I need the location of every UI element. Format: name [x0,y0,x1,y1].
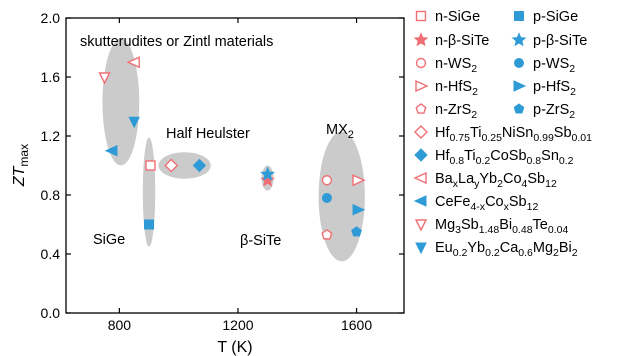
y-tick-label: 0.4 [41,246,61,262]
legend-label-n-ws2: n-WS2 [435,56,477,75]
legend-label-p-site: p-β-SiTe [533,33,587,49]
plot-frame [65,17,405,314]
point-baxlayyb2co4sb12 [126,56,140,69]
annotation-mx2: MX2 [326,122,354,141]
x-tick-label: 800 [108,317,132,333]
annotation-skutterudites: skutterudites or Zintl materials [80,34,273,50]
legend-marker-hf0-8ti0-2cosb0-8sn0-2 [414,148,428,162]
annotation-half-heusler: Half Heulster [166,126,250,142]
point-n-ws2 [321,175,333,186]
legend-marker-n-sige [415,10,427,22]
legend-marker-hf0-75ti0-25nisn0-99sb0-01 [414,125,428,139]
legend-marker-mg3sb1-48bi0-48te0-04 [414,219,428,232]
group-region-skutterudites [102,38,140,166]
legend-marker-p-hfs2 [513,80,527,92]
point-hf0-8ti0-2cosb0-8sn0-2 [192,158,207,173]
x-tick-label: 1200 [222,317,253,333]
legend-label-hf0-8ti0-2cosb0-8sn0-2: Hf0.8Ti0.2CoSb0.8Sn0.2 [435,148,574,167]
legend-label-baxlayyb2co4sb12: BaxLayYb2Co4Sb12 [435,171,557,190]
legend-label-n-hfs2: n-HfS2 [435,79,478,98]
legend-label-p-hfs2: p-HfS2 [533,79,576,98]
legend-label-eu0-2yb0-2ca0-6mg2bi2: Eu0.2Yb0.2Ca0.6Mg2Bi2 [435,240,578,259]
point-p-zrs2 [351,226,362,237]
legend-marker-n-ws2 [415,57,427,69]
point-p-sige [144,219,155,230]
legend-label-n-site: n-β-SiTe [435,33,489,49]
point-mg3sb1-48bi0-48te0-04 [98,72,111,85]
legend-label-p-sige: p-SiGe [533,9,578,25]
point-n-hfs2 [352,174,366,187]
legend-marker-cefe4-xcoxsb12 [413,195,427,207]
legend-label-p-ws2: p-WS2 [533,56,575,75]
point-cefe4-xcoxsb12 [104,144,118,157]
legend-label-n-sige: n-SiGe [435,9,480,25]
y-tick-label: 0.0 [41,305,61,321]
annotation-sige: SiGe [93,232,125,248]
legend-label-n-zrs2: n-ZrS2 [435,102,477,121]
legend-marker-p-ws2 [514,58,524,68]
legend-label-mg3sb1-48bi0-48te0-04: Mg3Sb1.48Bi0.48Te0.04 [435,217,568,236]
point-p-hfs2 [352,203,366,216]
group-region-sige [142,137,156,247]
legend-marker-p-site [511,32,527,47]
x-tick-label: 1600 [341,317,372,333]
data-points [98,56,366,240]
x-axis-title: T (K) [217,339,252,356]
annotations: skutterudites or Zintl materials Half He… [80,34,354,249]
legend-label-hf0-75ti0-25nisn0-99sb0-01: Hf0.75Ti0.25NiSn0.99Sb0.01 [435,125,592,144]
legend-label-cefe4-xcoxsb12: CeFe4-xCoxSb12 [435,194,538,213]
y-tick-label: 0.8 [41,187,61,203]
legend-marker-baxlayyb2co4sb12 [413,171,427,185]
legend-label-p-zrs2: p-ZrS2 [533,102,575,121]
material-group-regions [102,38,365,262]
legend-marker-eu0-2yb0-2ca0-6mg2bi2 [415,242,427,255]
y-axis-title: ZTmax [11,144,31,187]
annotation-beta-site: β-SiTe [240,233,281,249]
legend: n-SiGe p-SiGe n-β-SiTe p-β-SiTe n-WS2 p-WS2 n-… [413,9,592,259]
legend-marker-n-site [413,32,429,47]
point-n-site [260,172,276,187]
point-n-zrs2 [321,228,333,240]
point-hf0-75ti0-25nisn0-99sb0-01 [164,158,179,173]
legend-marker-p-sige [514,11,524,21]
point-n-sige [145,160,156,171]
legend-marker-n-zrs2 [415,103,427,114]
point-eu0-2yb0-2ca0-6mg2bi2 [128,116,141,129]
point-p-ws2 [321,192,332,203]
legend-marker-p-zrs2 [513,103,525,114]
point-p-site [260,166,276,181]
y-tick-label: 2.0 [41,10,61,26]
y-tick-label: 1.2 [41,128,61,144]
axes [65,17,405,314]
ticks: 800 1200 1600 0.0 0.4 0.8 1.2 1.6 2.0 [41,10,404,333]
y-tick-label: 1.6 [41,69,61,85]
legend-marker-n-hfs2 [415,79,429,93]
